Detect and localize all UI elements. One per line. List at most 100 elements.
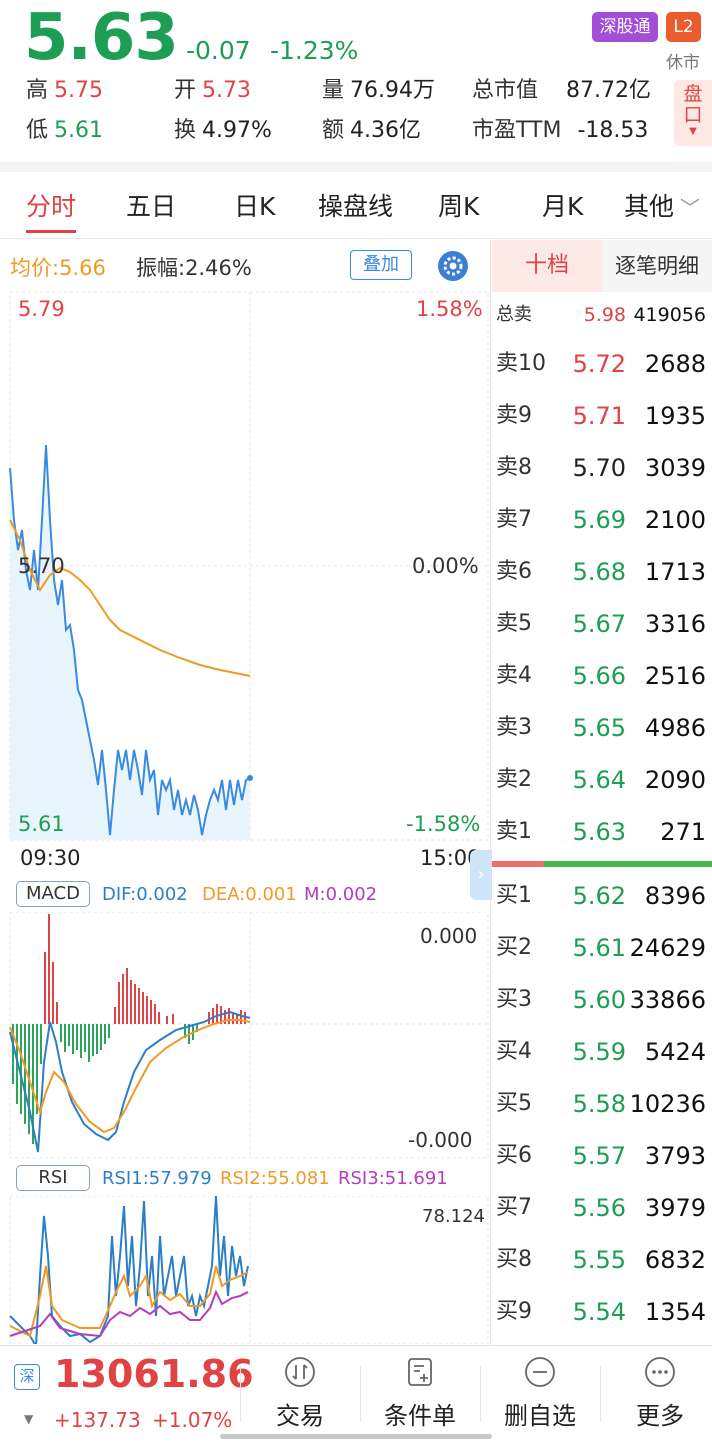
level-label: 买6 <box>496 1143 532 1168</box>
level-label: 卖10 <box>496 351 546 376</box>
time-start: 09:30 <box>20 846 81 870</box>
order-book-row[interactable]: 买8 5.55 6832 <box>492 1234 712 1286</box>
sell-ratio-bar <box>492 861 544 867</box>
order-book-row[interactable]: 买3 5.60 33866 <box>492 974 712 1026</box>
order-book-row[interactable]: 卖4 5.66 2516 <box>492 650 712 702</box>
tab-intraday[interactable]: 分时 <box>26 192 77 221</box>
condition-order-button[interactable]: 条件单 <box>365 1356 475 1431</box>
price-axis-high: 5.79 <box>18 297 65 321</box>
order-book-row[interactable]: 卖8 5.70 3039 <box>492 442 712 494</box>
level-price: 5.72 <box>572 350 626 378</box>
tab-trading-line[interactable]: 操盘线 <box>318 192 394 221</box>
level-volume: 3039 <box>644 454 706 482</box>
tabs-border <box>0 238 712 239</box>
index-change-pct: +1.07% <box>152 1408 233 1432</box>
level-price: 5.59 <box>572 1038 626 1066</box>
more-icon <box>645 1357 675 1387</box>
order-book-row[interactable]: 买2 5.61 24629 <box>492 922 712 974</box>
triangle-down-icon[interactable]: ▼ <box>24 1412 34 1426</box>
level-price: 5.57 <box>572 1142 626 1170</box>
trade-button-label: 交易 <box>276 1402 324 1430</box>
intraday-chart[interactable] <box>0 290 490 870</box>
order-book-row[interactable]: 卖7 5.69 2100 <box>492 494 712 546</box>
tab-tick-details[interactable]: 逐笔明细 <box>602 240 712 292</box>
amplitude-label: 振幅:2.46% <box>136 256 252 280</box>
level-label: 卖6 <box>496 559 532 584</box>
order-book-row[interactable]: 买1 5.62 8396 <box>492 870 712 922</box>
pct-axis-low: -1.58% <box>406 812 481 836</box>
level-price: 5.65 <box>572 714 626 742</box>
stat-market-cap: 总市值 87.72亿 <box>472 78 651 103</box>
shenzhen-connect-badge[interactable]: 深股通 <box>592 12 658 42</box>
order-book-row[interactable]: 买6 5.57 3793 <box>492 1130 712 1182</box>
rsi2-value: RSI2:55.081 <box>220 1168 330 1189</box>
level-volume: 2090 <box>644 766 706 794</box>
level-volume: 33866 <box>629 986 706 1014</box>
overlay-button[interactable]: 叠加 <box>350 250 412 280</box>
order-book-row[interactable]: 卖2 5.64 2090 <box>492 754 712 806</box>
rsi1-value: RSI1:57.979 <box>102 1168 212 1189</box>
macd-chart[interactable] <box>0 912 490 1160</box>
level-price: 5.60 <box>572 986 626 1014</box>
price-axis-mid: 5.70 <box>18 554 65 578</box>
toolbar-separator <box>480 1366 481 1422</box>
order-book-row[interactable]: 卖10 5.72 2688 <box>492 338 712 390</box>
tab-other[interactable]: 其他 ﹀ <box>624 190 700 225</box>
level-price: 5.62 <box>572 882 626 910</box>
level-price: 5.63 <box>572 818 626 846</box>
level-volume: 10236 <box>629 1090 706 1118</box>
tab-monthly-k[interactable]: 月K <box>542 192 584 221</box>
more-button[interactable]: 更多 <box>605 1356 712 1431</box>
order-book-row[interactable]: 买7 5.56 3979 <box>492 1182 712 1234</box>
tab-active-indicator <box>26 230 76 233</box>
order-book-row[interactable]: 卖9 5.71 1935 <box>492 390 712 442</box>
more-label: 更多 <box>636 1402 684 1430</box>
tab-ten-levels[interactable]: 十档 <box>492 240 602 292</box>
level-volume: 2100 <box>644 506 706 534</box>
tab-weekly-k[interactable]: 周K <box>438 192 480 221</box>
order-book-row[interactable]: 买5 5.58 10236 <box>492 1078 712 1130</box>
avg-price-label: 均价:5.66 <box>10 256 106 280</box>
order-book-row[interactable]: 卖6 5.68 1713 <box>492 546 712 598</box>
rsi-indicator-button[interactable]: RSI <box>16 1165 90 1191</box>
level-volume: 4986 <box>644 714 706 742</box>
level-label: 买4 <box>496 1039 532 1064</box>
order-book-row[interactable]: 买9 5.54 1354 <box>492 1286 712 1338</box>
order-book-toggle-button[interactable]: 盘 口 ▼ <box>674 80 712 146</box>
macd-dea-line <box>9 1019 251 1134</box>
level-volume: 3316 <box>644 610 706 638</box>
macd-indicator-button[interactable]: MACD <box>16 881 90 907</box>
index-value[interactable]: 13061.86 <box>54 1352 254 1396</box>
macd-m: M:0.002 <box>304 884 378 905</box>
order-book-row[interactable]: 卖1 5.63 271 <box>492 806 712 858</box>
level-label: 卖7 <box>496 507 532 532</box>
level-label: 卖8 <box>496 455 532 480</box>
tab-five-day[interactable]: 五日 <box>126 192 177 221</box>
level-volume: 1713 <box>644 558 706 586</box>
order-book-row[interactable]: 卖5 5.67 3316 <box>492 598 712 650</box>
stat-high: 高 5.75 <box>26 78 103 103</box>
order-book-row[interactable]: 卖3 5.65 4986 <box>492 702 712 754</box>
level-price: 5.64 <box>572 766 626 794</box>
order-book-row[interactable]: 买4 5.59 5424 <box>492 1026 712 1078</box>
trade-button[interactable]: 交易 <box>245 1356 355 1431</box>
level-price: 5.68 <box>572 558 626 586</box>
stat-open: 开 5.73 <box>174 78 251 103</box>
remove-watchlist-button[interactable]: 删自选 <box>485 1356 595 1431</box>
index-change: +137.73 <box>54 1408 141 1432</box>
level-price: 5.58 <box>572 1090 626 1118</box>
level-label: 买9 <box>496 1299 532 1324</box>
level-price: 5.70 <box>572 454 626 482</box>
level2-badge[interactable]: L2 <box>666 12 701 42</box>
level-label: 卖1 <box>496 819 532 844</box>
tab-daily-k[interactable]: 日K <box>234 192 276 221</box>
stat-low: 低 5.61 <box>26 118 103 143</box>
buy-ratio-bar <box>544 861 712 867</box>
level-volume: 2516 <box>644 662 706 690</box>
gear-icon[interactable] <box>438 251 468 281</box>
level-price: 5.56 <box>572 1194 626 1222</box>
chevron-right-icon[interactable]: › <box>470 850 492 900</box>
shenzhen-index-icon[interactable]: 深 <box>14 1364 40 1390</box>
remove-watchlist-icon <box>525 1357 555 1387</box>
rsi-chart[interactable] <box>0 1196 490 1344</box>
